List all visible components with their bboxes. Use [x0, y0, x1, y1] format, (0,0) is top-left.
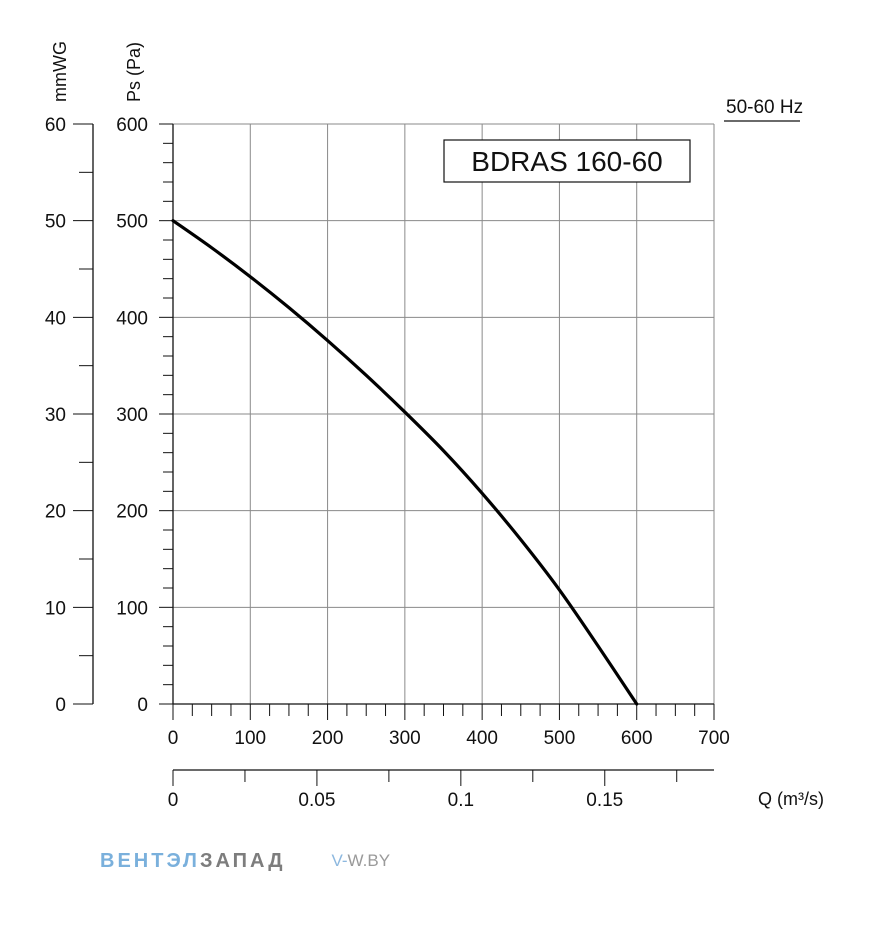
x2-tick-label: 0	[168, 790, 179, 811]
y2-tick-label: 40	[45, 308, 66, 329]
y-axis-label: Ps (Pa)	[124, 42, 144, 102]
watermark: ВЕНТЭЛ ЗАПАД V-W.BY	[100, 843, 390, 879]
x-tick-label: 700	[698, 728, 730, 749]
title-box	[443, 139, 691, 183]
watermark-site: V-W.BY	[331, 851, 390, 871]
chart-title: BDRAS 160-60	[471, 146, 662, 177]
series-group	[171, 219, 639, 706]
y-tick-label: 300	[116, 405, 148, 426]
x-tick-label: 500	[544, 728, 576, 749]
x2-axis: 0 0.05 0.1 0.15	[168, 769, 714, 811]
x2-tick-label: 0.1	[448, 790, 474, 811]
watermark-site-part2: W.BY	[347, 851, 391, 870]
y-tick-label: 500	[116, 212, 148, 233]
y-axis: 0 100 200 300 400 500 600	[116, 115, 174, 716]
grid-lines	[173, 123, 715, 704]
y2-tick-label: 30	[45, 405, 66, 426]
y2-axis: 0 10 20 30 40 50 60	[45, 115, 94, 716]
watermark-site-part1: V-	[331, 851, 348, 870]
x-tick-label: 0	[168, 728, 179, 749]
x-axis: 0 100 200 300 400 500 600 700	[168, 703, 730, 749]
frequency-label: 50-60 Hz	[726, 97, 803, 118]
watermark-part1: ВЕНТЭЛ	[100, 849, 200, 872]
y-tick-label: 600	[116, 115, 148, 136]
x-tick-label: 400	[466, 728, 498, 749]
y2-tick-label: 50	[45, 212, 66, 233]
x-tick-label: 100	[234, 728, 266, 749]
y2-tick-label: 0	[55, 695, 66, 716]
series-line	[171, 219, 639, 706]
y-tick-label: 400	[116, 308, 148, 329]
y-tick-label: 100	[116, 598, 148, 619]
x-tick-label: 300	[389, 728, 421, 749]
x-tick-label: 200	[312, 728, 344, 749]
y2-tick-label: 10	[45, 598, 66, 619]
watermark-part2: ЗАПАД	[199, 849, 286, 872]
y2-tick-label: 20	[45, 502, 66, 523]
y-tick-label: 200	[116, 502, 148, 523]
x-tick-label: 600	[621, 728, 653, 749]
y2-tick-label: 60	[45, 115, 66, 136]
x2-tick-label: 0.05	[298, 790, 335, 811]
y2-axis-label: mmWG	[50, 41, 70, 102]
y-tick-label: 0	[137, 695, 148, 716]
x2-axis-label: Q (m³/s)	[758, 789, 824, 809]
x2-tick-label: 0.15	[586, 790, 623, 811]
